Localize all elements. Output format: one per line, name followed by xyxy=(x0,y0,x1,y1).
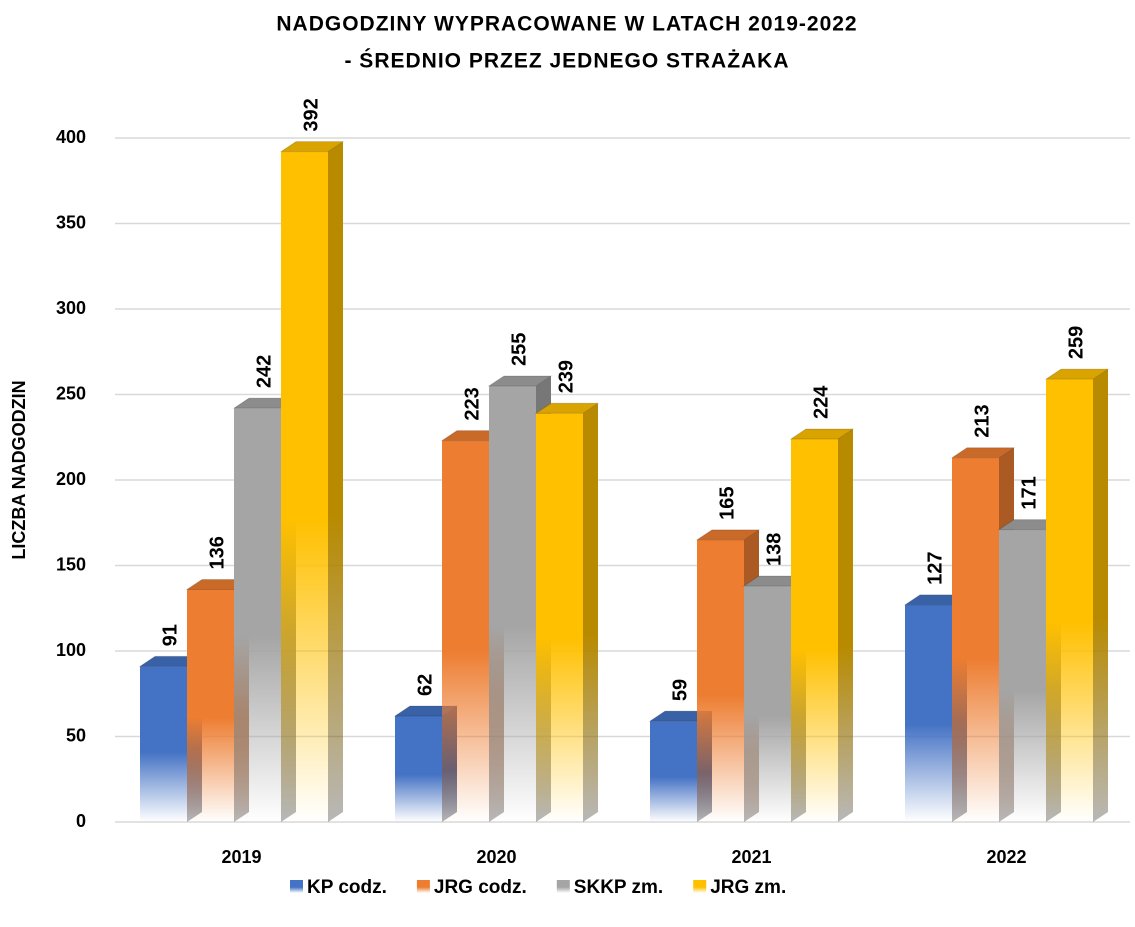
bar-top-shade xyxy=(489,375,551,386)
legend-label: SKKP zm. xyxy=(574,877,663,898)
y-axis-label: LICZBA NADGODZIN xyxy=(9,380,29,559)
bar-side xyxy=(838,428,853,822)
bar xyxy=(1046,379,1093,822)
value-label: 91 xyxy=(159,624,181,646)
legend-swatch xyxy=(693,880,707,893)
bar-top-shade xyxy=(1046,369,1108,380)
value-label: 62 xyxy=(414,674,436,696)
bar xyxy=(999,529,1046,822)
value-label: 136 xyxy=(206,536,228,569)
value-label: 255 xyxy=(508,333,530,366)
bar-side-shade xyxy=(328,141,343,822)
y-tick-label: 300 xyxy=(56,298,86,318)
value-label: 59 xyxy=(669,679,691,701)
bar xyxy=(489,385,536,822)
bar-top xyxy=(789,428,855,440)
y-tick-label: 50 xyxy=(66,725,86,745)
y-tick-label: 400 xyxy=(56,127,86,147)
bar xyxy=(442,440,489,822)
bar-top-shade xyxy=(281,141,343,152)
bar xyxy=(234,408,281,822)
bar-top xyxy=(695,529,761,541)
bar xyxy=(187,589,234,822)
legend-swatch xyxy=(416,880,430,893)
value-label: 392 xyxy=(300,98,322,131)
bar xyxy=(140,666,187,822)
bar xyxy=(905,604,952,822)
bar-top-shade xyxy=(791,428,853,439)
bar xyxy=(697,539,744,822)
bar-top-shade xyxy=(536,403,598,414)
legend-label: JRG zm. xyxy=(710,877,786,898)
y-tick-label: 0 xyxy=(76,811,86,831)
bar-top-shade xyxy=(187,579,249,590)
y-tick-label: 150 xyxy=(56,554,86,574)
bar-top xyxy=(279,141,345,153)
bar xyxy=(650,721,697,822)
y-tick-label: 350 xyxy=(56,212,86,232)
legend-swatch xyxy=(556,880,570,893)
value-label: 127 xyxy=(924,551,946,584)
legend-swatch xyxy=(290,880,303,893)
x-tick-label: 2019 xyxy=(221,847,261,867)
bar-top-shade xyxy=(395,705,457,716)
value-label: 138 xyxy=(763,533,785,566)
bar-side-shade xyxy=(838,428,853,822)
bar-top-shade xyxy=(234,398,296,409)
bar-top xyxy=(534,402,600,414)
value-label: 224 xyxy=(810,385,832,419)
x-tick-label: 2021 xyxy=(731,847,771,867)
value-label: 239 xyxy=(555,360,577,393)
bar-side-shade xyxy=(583,403,598,822)
value-label: 165 xyxy=(716,486,738,519)
value-label: 242 xyxy=(253,355,275,388)
legend-label: JRG codz. xyxy=(434,877,527,898)
legend-label: KP codz. xyxy=(307,877,387,898)
chart-subtitle: - ŚREDNIO PRZEZ JEDNEGO STRAŻAKA xyxy=(344,49,789,73)
value-label: 213 xyxy=(971,404,993,437)
bar xyxy=(536,413,583,822)
bar-top-shade xyxy=(140,656,202,667)
bar-side xyxy=(1093,369,1108,822)
y-tick-label: 100 xyxy=(56,640,86,660)
value-label: 171 xyxy=(1018,476,1040,509)
bar xyxy=(791,438,838,822)
y-tick-label: 200 xyxy=(56,469,86,489)
bar xyxy=(395,715,442,822)
bar-top-shade xyxy=(650,711,712,722)
y-tick-label: 250 xyxy=(56,383,86,403)
bar-top xyxy=(950,447,1016,459)
x-tick-label: 2022 xyxy=(986,847,1026,867)
bar-top xyxy=(487,375,553,387)
bar-top-shade xyxy=(905,594,967,605)
bar xyxy=(281,151,328,822)
bar xyxy=(952,457,999,822)
bar xyxy=(744,586,791,822)
value-label: 259 xyxy=(1065,326,1087,359)
bar-top xyxy=(1044,368,1110,380)
bar-top-shade xyxy=(952,447,1014,458)
bar-top-shade xyxy=(744,576,806,587)
bar-side xyxy=(328,141,343,822)
bar-top-shade xyxy=(697,529,759,540)
x-tick-label: 2020 xyxy=(476,847,516,867)
bar-side-shade xyxy=(1093,369,1108,822)
bar-top-shade xyxy=(442,430,504,441)
bar-top-shade xyxy=(999,519,1061,530)
bar-side xyxy=(583,403,598,822)
chart-title: NADGODZINY WYPRACOWANE W LATACH 2019-202… xyxy=(276,13,857,36)
value-label: 223 xyxy=(461,387,483,420)
